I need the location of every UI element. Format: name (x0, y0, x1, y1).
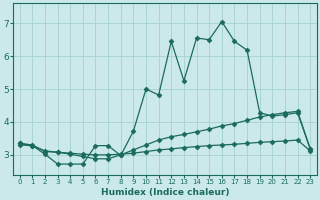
X-axis label: Humidex (Indice chaleur): Humidex (Indice chaleur) (101, 188, 229, 197)
